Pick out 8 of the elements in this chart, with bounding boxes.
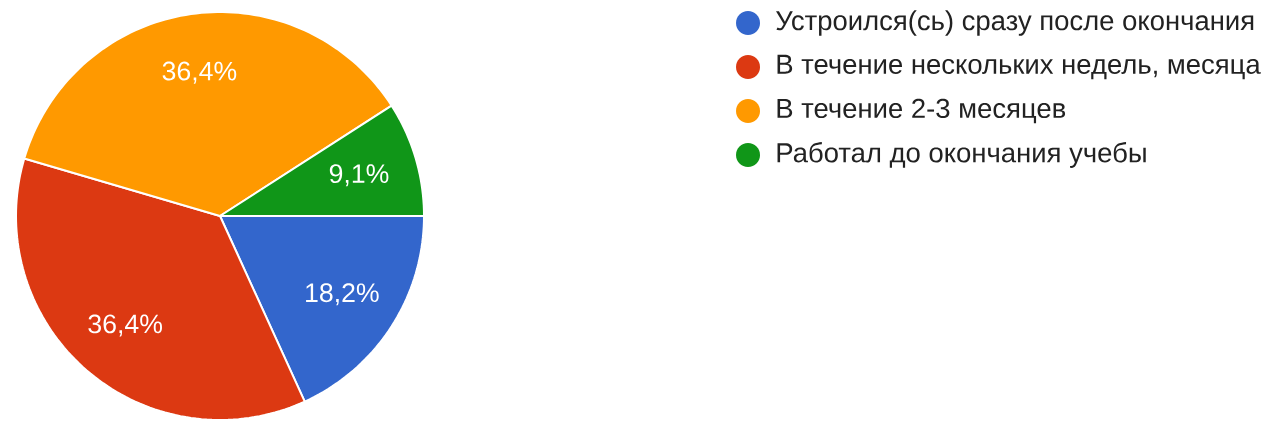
data-label: 36,4% <box>162 61 237 84</box>
legend-label: В течение 2-3 месяцев <box>777 98 1066 124</box>
data-label: 9,1% <box>329 164 389 187</box>
legend-label: В течение нескольких недель, месяца <box>777 54 1261 80</box>
data-label: 18,2% <box>306 283 379 306</box>
legend-label: Устроился(сь) сразу после окончания <box>776 10 1254 36</box>
legend-label: Работал до окончания учебы <box>777 142 1146 168</box>
data-label: 36,4% <box>88 314 162 337</box>
